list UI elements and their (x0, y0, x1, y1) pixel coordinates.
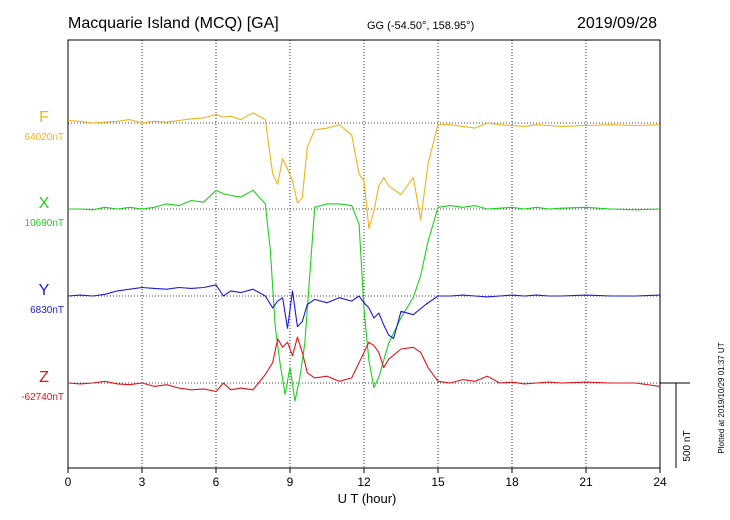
x-axis-tick-labels: 0 3 6 9 12 15 18 21 24 (65, 475, 667, 489)
record-date: 2019/09/28 (577, 15, 657, 32)
x-tick-label: 12 (357, 475, 371, 489)
x-tick-label: 24 (653, 475, 667, 489)
scale-bar-label: 500 nT (682, 430, 693, 461)
x-tick-label: 6 (213, 475, 220, 489)
x-tick-label: 3 (139, 475, 146, 489)
x-tick-label: 15 (431, 475, 445, 489)
series-name-x: X (39, 195, 50, 212)
series-line-f (67, 112, 661, 229)
x-axis-label: U T (hour) (338, 491, 397, 506)
series-baseline-x: 10690nT (25, 218, 64, 229)
series-line-y (67, 284, 661, 340)
x-tick-label: 21 (579, 475, 593, 489)
series-traces (67, 112, 661, 402)
series-baseline-z: -62740nT (21, 392, 64, 403)
series-name-f: F (39, 109, 49, 126)
series-baseline-y: 6830nT (30, 305, 64, 316)
station-title: Macquarie Island (MCQ) [GA] (68, 15, 279, 32)
station-coordinates: GG (-54.50°, 158.95°) (367, 20, 474, 32)
series-name-y: Y (39, 282, 50, 299)
series-line-x (68, 189, 661, 402)
series-name-z: Z (39, 369, 49, 386)
series-line-z (67, 336, 661, 393)
x-tick-label: 9 (287, 475, 294, 489)
x-tick-label: 0 (65, 475, 72, 489)
series-baseline-f: 64020nT (25, 132, 64, 143)
x-axis-ticks (67, 468, 661, 473)
series-labels: F 64020nT X 10690nT Y 6830nT Z -62740nT (21, 109, 64, 403)
scale-bar: 500 nT (660, 382, 693, 468)
plotted-timestamp: Plotted at 2019/10/29 01:37 UT (717, 342, 726, 453)
grid-lines (141, 40, 587, 468)
x-tick-label: 18 (505, 475, 519, 489)
